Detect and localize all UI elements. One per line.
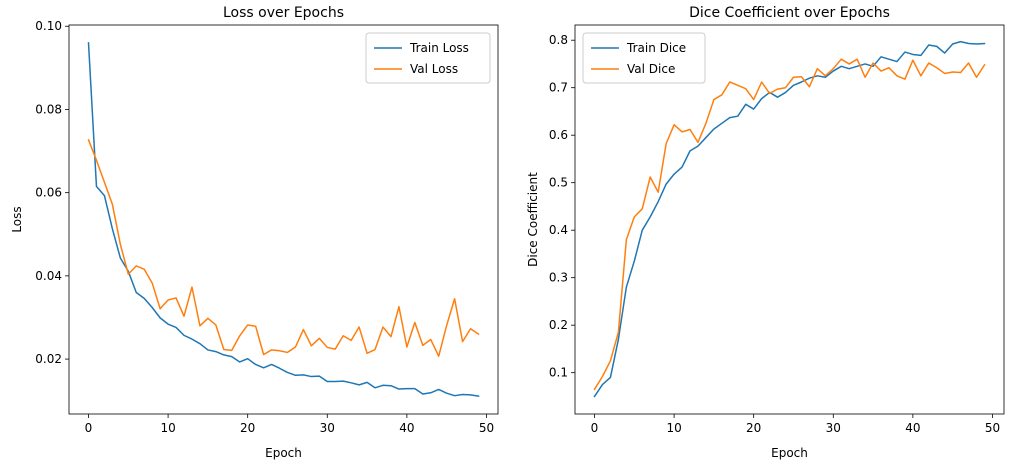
legend-entry: Train Dice xyxy=(626,41,686,55)
plot-frame xyxy=(574,24,1005,415)
chart-title: Dice Coefficient over Epochs xyxy=(689,5,890,21)
series-line-train-loss xyxy=(87,42,480,397)
legend: Train Dice Val Dice xyxy=(582,32,706,84)
x-tick-label: 40 xyxy=(399,421,414,435)
y-axis-label: Loss xyxy=(10,206,24,232)
plot-frame xyxy=(68,24,499,415)
legend: Train Loss Val Loss xyxy=(365,32,491,84)
legend-entry: Train Loss xyxy=(409,41,469,55)
x-tick-label: 20 xyxy=(240,421,255,435)
y-tick-label: 0.02 xyxy=(35,352,62,366)
y-tick-label: 0.5 xyxy=(549,176,568,190)
y-tick-label: 0.04 xyxy=(35,269,62,283)
legend-entry: Val Dice xyxy=(627,62,675,76)
legend-box xyxy=(365,32,491,84)
y-tick-label: 0.10 xyxy=(35,19,62,33)
x-tick-label: 50 xyxy=(479,421,494,435)
y-tick-label: 0.2 xyxy=(549,318,568,332)
chart-title: Loss over Epochs xyxy=(223,5,344,21)
y-tick-label: 0.6 xyxy=(549,128,568,142)
x-axis-label: Epoch xyxy=(771,446,808,460)
legend-entry: Val Loss xyxy=(410,62,458,76)
y-tick-label: 0.3 xyxy=(549,271,568,285)
x-tick-label: 30 xyxy=(320,421,335,435)
series-line-train-dice xyxy=(593,40,986,398)
dice-chart: Dice Coefficient over Epochs 0 10 20 30 40 50 0… xyxy=(526,5,1005,460)
x-tick-label: 0 xyxy=(591,421,599,435)
y-tick-label: 0.08 xyxy=(35,102,62,116)
x-tick-label: 50 xyxy=(985,421,1000,435)
x-tick-label: 0 xyxy=(85,421,93,435)
x-tick-label: 10 xyxy=(160,421,175,435)
legend-box xyxy=(582,32,706,84)
x-tick-label: 30 xyxy=(826,421,841,435)
loss-chart: Loss over Epochs 0 10 20 30 40 50 0.02 0.04 0.06 0… xyxy=(10,5,499,460)
x-tick-label: 10 xyxy=(666,421,681,435)
x-tick-label: 40 xyxy=(905,421,920,435)
y-tick-label: 0.1 xyxy=(549,366,568,380)
y-axis-label: Dice Coefficient xyxy=(526,172,540,267)
y-tick-label: 0.7 xyxy=(549,81,568,95)
x-axis-label: Epoch xyxy=(265,446,302,460)
y-tick-label: 0.06 xyxy=(35,186,62,200)
series-line-val-dice xyxy=(593,58,986,391)
y-tick-label: 0.8 xyxy=(549,33,568,47)
x-tick-label: 20 xyxy=(746,421,761,435)
series-line-val-loss xyxy=(87,138,480,357)
y-tick-label: 0.4 xyxy=(549,223,568,237)
